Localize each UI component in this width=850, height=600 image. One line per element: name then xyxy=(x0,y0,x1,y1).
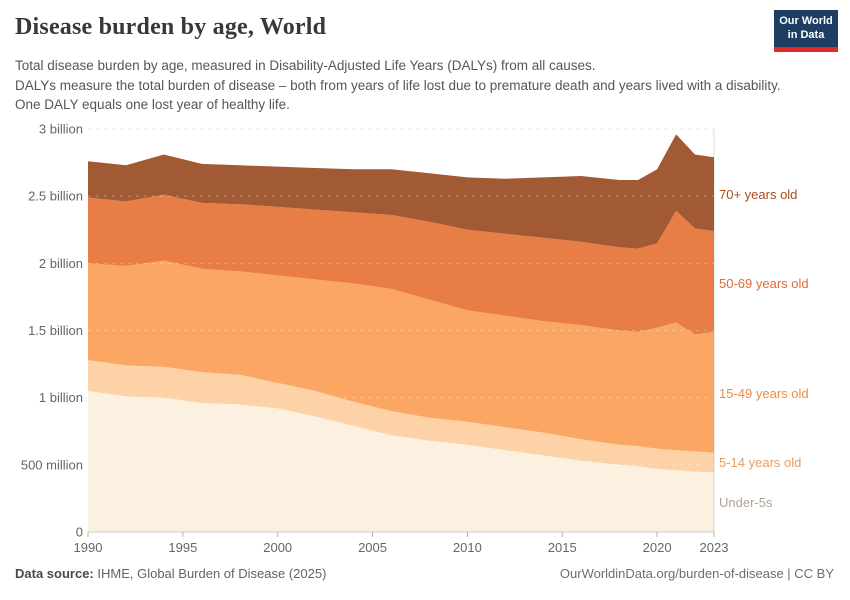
chart-footer: Data source: IHME, Global Burden of Dise… xyxy=(15,566,834,581)
y-axis-label: 3 billion xyxy=(39,122,83,137)
y-axis-label: 500 million xyxy=(21,457,83,472)
series-label-under5: Under-5s xyxy=(719,495,773,510)
x-axis-label: 2020 xyxy=(643,540,672,555)
area-age5_14[interactable] xyxy=(88,360,714,473)
y-axis-label: 0 xyxy=(76,525,83,540)
series-label-5-14: 5-14 years old xyxy=(719,455,802,470)
owid-url-link[interactable]: OurWorldinData.org/burden-of-disease | C… xyxy=(559,566,834,581)
series-label-15-49: 15-49 years old xyxy=(719,386,809,401)
subtitle-line-1: Total disease burden by age, measured in… xyxy=(15,58,596,73)
x-axis-label: 2010 xyxy=(453,540,482,555)
x-axis-label: 2000 xyxy=(263,540,292,555)
data-source-label: Data source: xyxy=(15,566,94,581)
area-under5[interactable] xyxy=(88,391,714,532)
data-source: Data source: IHME, Global Burden of Dise… xyxy=(15,566,326,581)
y-axis-label: 2.5 billion xyxy=(28,189,83,204)
x-axis-label: 2023 xyxy=(700,540,729,555)
area-age70plus[interactable] xyxy=(88,134,714,249)
owid-logo-text: Our World in Data xyxy=(774,10,838,47)
owid-logo-red-bar xyxy=(774,46,838,52)
owid-logo[interactable]: Our World in Data xyxy=(774,10,838,52)
data-source-text: IHME, Global Burden of Disease (2025) xyxy=(93,566,327,581)
subtitle-line-2: DALYs measure the total burden of diseas… xyxy=(15,77,781,113)
area-age50_69[interactable] xyxy=(88,194,714,335)
x-axis-label: 1990 xyxy=(74,540,103,555)
owid-logo-line1: Our World xyxy=(779,15,833,27)
x-axis-label: 1995 xyxy=(168,540,197,555)
chart-subtitle: Total disease burden by age, measured in… xyxy=(15,56,797,115)
x-axis-label: 2005 xyxy=(358,540,387,555)
area-age15_49[interactable] xyxy=(88,260,714,453)
x-axis-label: 2015 xyxy=(548,540,577,555)
owid-logo-line2: in Data xyxy=(787,28,825,41)
y-axis-label: 1.5 billion xyxy=(28,323,83,338)
y-axis-label: 1 billion xyxy=(39,390,83,405)
series-label-70plus: 70+ years old xyxy=(719,187,798,202)
y-axis-label: 2 billion xyxy=(39,256,83,271)
series-label-50-69: 50-69 years old xyxy=(719,276,809,291)
page-title: Disease burden by age, World xyxy=(15,14,327,40)
